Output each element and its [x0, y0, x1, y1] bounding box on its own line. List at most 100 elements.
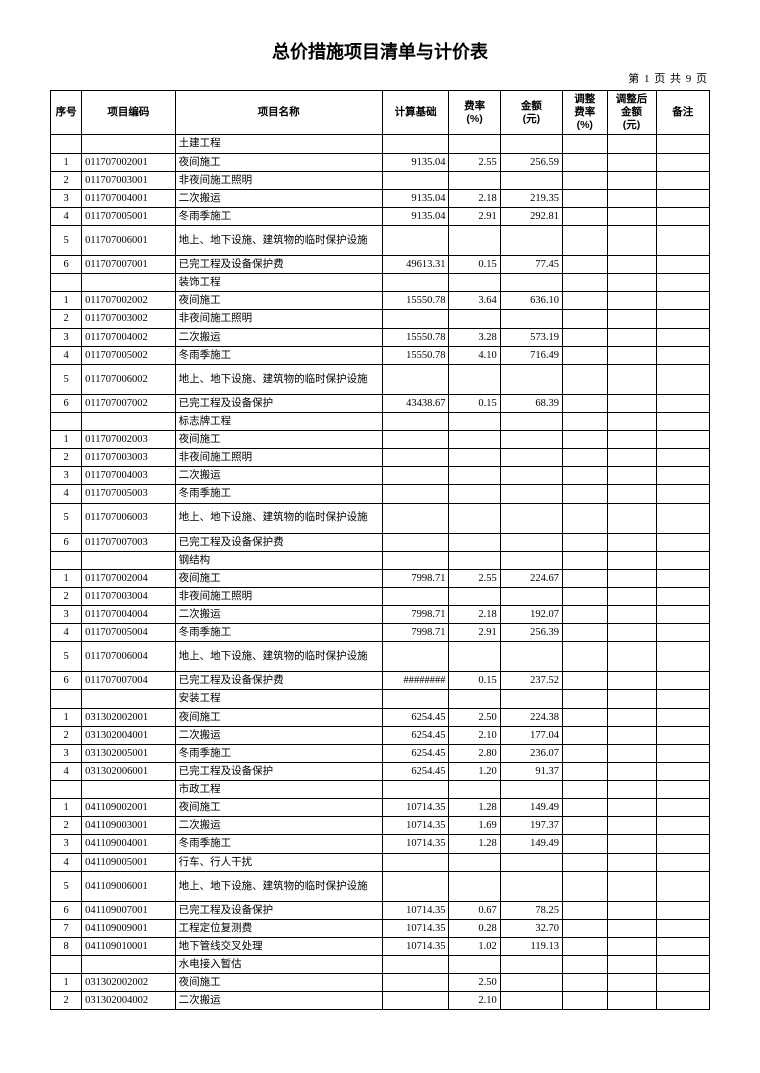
cell: 夜间施工: [175, 569, 382, 587]
cell: [607, 726, 656, 744]
cell: [656, 226, 710, 256]
cell: [656, 708, 710, 726]
cell: 10714.35: [382, 817, 449, 835]
cell: [563, 937, 608, 955]
cell: [607, 328, 656, 346]
page-indicator: 第 1 页 共 9 页: [50, 70, 710, 86]
cell: [449, 467, 500, 485]
cell: [607, 394, 656, 412]
cell: 011707003004: [82, 587, 176, 605]
cell: [449, 781, 500, 799]
cell: [607, 503, 656, 533]
cell: 夜间施工: [175, 431, 382, 449]
cell: 安装工程: [175, 690, 382, 708]
table-row: 1011707002004夜间施工7998.712.55224.67: [51, 569, 710, 587]
cell: [656, 871, 710, 901]
cell: ########: [382, 672, 449, 690]
table-row: 1041109002001夜间施工10714.351.28149.49: [51, 799, 710, 817]
cell: [607, 171, 656, 189]
cell: 3: [51, 189, 82, 207]
cell: 夜间施工: [175, 292, 382, 310]
cell: 011707005003: [82, 485, 176, 503]
cell: 9135.04: [382, 153, 449, 171]
cell: [656, 449, 710, 467]
cell: 197.37: [500, 817, 562, 835]
col-header-5: 金额(元): [500, 91, 562, 135]
cell: [382, 642, 449, 672]
cell: [656, 974, 710, 992]
cell: [563, 817, 608, 835]
cell: [656, 467, 710, 485]
cell: [656, 672, 710, 690]
cell: [449, 956, 500, 974]
cell: [500, 551, 562, 569]
cell: [563, 672, 608, 690]
cell: 3: [51, 835, 82, 853]
cell: [500, 431, 562, 449]
cell: 夜间施工: [175, 153, 382, 171]
cell: [607, 974, 656, 992]
cell: 32.70: [500, 919, 562, 937]
cell: [607, 189, 656, 207]
cell: [382, 956, 449, 974]
cell: 041109005001: [82, 853, 176, 871]
cell: [563, 364, 608, 394]
cell: [607, 153, 656, 171]
cell: [656, 690, 710, 708]
cell: 011707003001: [82, 171, 176, 189]
cell: [656, 624, 710, 642]
cell: 4: [51, 346, 82, 364]
cell: 7: [51, 919, 82, 937]
table-row: 5011707006002地上、地下设施、建筑物的临时保护设施: [51, 364, 710, 394]
table-row: 3011707004002二次搬运15550.783.28573.19: [51, 328, 710, 346]
cell: 4: [51, 853, 82, 871]
table-row: 5041109006001地上、地下设施、建筑物的临时保护设施: [51, 871, 710, 901]
cell: [563, 835, 608, 853]
cell: [656, 256, 710, 274]
cell: [382, 364, 449, 394]
table-row: 1031302002001夜间施工6254.452.50224.38: [51, 708, 710, 726]
cell: [563, 274, 608, 292]
cell: [656, 364, 710, 394]
table-row: 装饰工程: [51, 274, 710, 292]
cell: 7998.71: [382, 569, 449, 587]
cell: [656, 171, 710, 189]
cell: [500, 853, 562, 871]
cell: [449, 364, 500, 394]
cell: [607, 292, 656, 310]
cell: [607, 412, 656, 430]
cell: [563, 467, 608, 485]
cell: [382, 310, 449, 328]
cell: [656, 551, 710, 569]
cell: 6: [51, 394, 82, 412]
cell: [500, 135, 562, 153]
cell: 0.28: [449, 919, 500, 937]
cell: [563, 587, 608, 605]
cell: [656, 781, 710, 799]
cell: 041109004001: [82, 835, 176, 853]
table-row: 市政工程: [51, 781, 710, 799]
cell: 冬雨季施工: [175, 485, 382, 503]
table-row: 2011707003004非夜间施工照明: [51, 587, 710, 605]
cell: 041109007001: [82, 901, 176, 919]
cell: [500, 587, 562, 605]
cell: 非夜间施工照明: [175, 449, 382, 467]
table-row: 2011707003002非夜间施工照明: [51, 310, 710, 328]
cell: 工程定位复测费: [175, 919, 382, 937]
table-row: 4011707005001冬雨季施工9135.042.91292.81: [51, 207, 710, 225]
table-row: 2041109003001二次搬运10714.351.69197.37: [51, 817, 710, 835]
cell: [500, 690, 562, 708]
cell: [500, 642, 562, 672]
cell: 4: [51, 207, 82, 225]
cell: 冬雨季施工: [175, 744, 382, 762]
cell: 2.10: [449, 726, 500, 744]
cell: 0.15: [449, 394, 500, 412]
table-row: 4011707005004冬雨季施工7998.712.91256.39: [51, 624, 710, 642]
cell: [656, 744, 710, 762]
cell: [51, 551, 82, 569]
cell: 6: [51, 256, 82, 274]
cell: [382, 690, 449, 708]
col-header-6: 调整费率(%): [563, 91, 608, 135]
cell: [500, 781, 562, 799]
cell: 8: [51, 937, 82, 955]
